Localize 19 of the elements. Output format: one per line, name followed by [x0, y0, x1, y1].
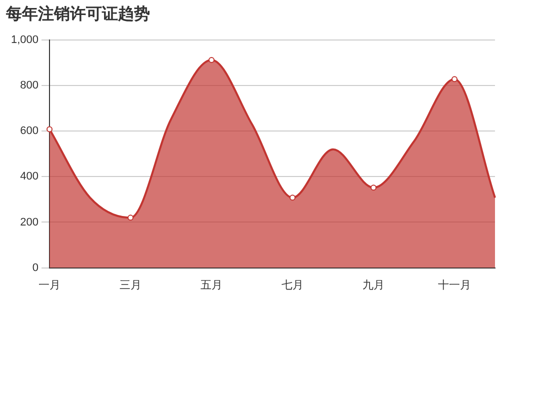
point [452, 76, 458, 82]
point [290, 194, 296, 201]
y-tick-label: 200 [20, 216, 39, 228]
y-tick-label: 800 [20, 80, 39, 92]
y-tick-label: 0 [32, 262, 39, 274]
x-tick-label: 一月 [38, 279, 61, 292]
x-tick-label: 五月 [200, 279, 223, 292]
point [208, 57, 215, 64]
x-tick-label: 七月 [282, 278, 304, 292]
x-tick-label: 十一月 [438, 278, 471, 292]
y-tick-label: 1,000 [10, 34, 39, 46]
y-tick-label: 400 [20, 170, 39, 183]
chart-title: 每年注销许可证趋势 [6, 4, 150, 25]
x-tick-label: 三月 [120, 279, 142, 292]
point [370, 184, 377, 191]
x-tick-label: 九月 [362, 278, 385, 292]
point [128, 214, 134, 221]
point [46, 126, 53, 132]
y-tick-label: 600 [20, 125, 39, 138]
